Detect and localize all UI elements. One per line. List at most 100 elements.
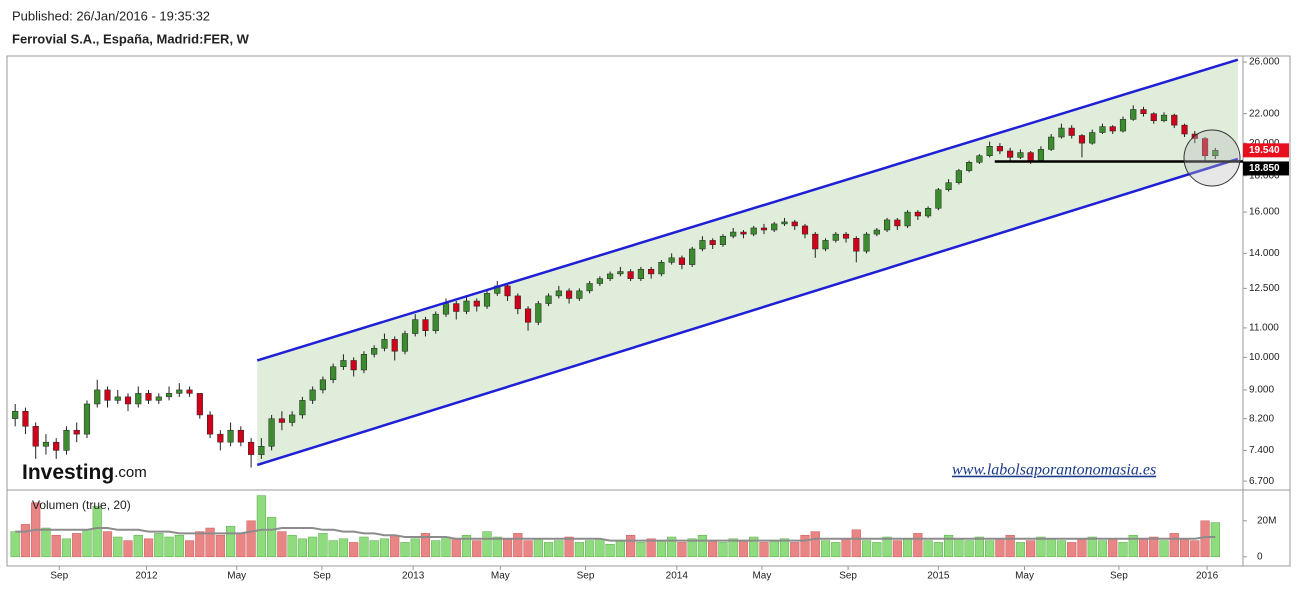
candle-body — [73, 429, 80, 435]
candle-body — [289, 414, 296, 423]
volume-bar — [472, 540, 482, 558]
volume-bar — [882, 536, 892, 558]
support-price-label: 18.850 — [1249, 163, 1280, 174]
volume-bar — [1108, 538, 1118, 558]
logo-brand: Investing — [22, 461, 114, 484]
volume-bar — [1005, 534, 1015, 558]
candle-body — [914, 211, 921, 217]
candle-body — [771, 223, 778, 231]
candle-body — [791, 221, 798, 227]
candle-body — [176, 389, 183, 394]
candle-body — [309, 389, 316, 401]
candle-body — [719, 235, 727, 245]
candle-body — [514, 295, 521, 310]
candle-body — [760, 227, 768, 231]
volume-bar — [41, 527, 51, 558]
y-tick-label: 6.700 — [1249, 476, 1274, 487]
candle-body — [832, 233, 839, 241]
volume-bar — [738, 540, 749, 558]
candle-body — [986, 146, 993, 157]
candle-body — [576, 290, 583, 299]
candle-body — [658, 262, 665, 275]
candle-body — [83, 403, 91, 435]
volume-bar — [800, 534, 810, 558]
candle-body — [1109, 126, 1116, 132]
volume-bar — [974, 536, 984, 558]
candle-body — [935, 189, 942, 209]
x-tick-label: May — [752, 571, 771, 582]
candle-body — [596, 278, 603, 284]
volume-bar — [841, 538, 851, 558]
volume-bar — [964, 540, 974, 558]
candle-body — [135, 393, 142, 405]
website-link[interactable]: www.labolsaporantonomasia.es — [952, 462, 1156, 479]
volume-bar — [359, 536, 369, 558]
y-tick-label: 18.000 — [1249, 170, 1280, 181]
candle-body — [678, 257, 685, 265]
candle-body — [248, 441, 255, 455]
candle-body — [586, 283, 593, 292]
volume-bar — [1128, 534, 1138, 558]
volume-bar — [872, 542, 882, 558]
candle-body — [299, 400, 306, 416]
candle-body — [925, 208, 932, 217]
candle-body — [1160, 114, 1168, 122]
candle-body — [945, 182, 952, 191]
logo-suffix: .com — [114, 464, 147, 481]
x-tick-label: 2013 — [402, 571, 425, 582]
channel-line — [256, 58, 1239, 362]
candle-body — [1058, 127, 1065, 138]
y-tick-label: 20.000 — [1249, 138, 1280, 149]
volume-bar — [420, 533, 431, 558]
candle-body — [114, 396, 121, 401]
candle-body — [842, 233, 850, 239]
y-tick-label: 22.000 — [1249, 108, 1280, 119]
candle-body — [442, 303, 450, 315]
volume-bar — [564, 536, 574, 558]
candle-body — [330, 366, 337, 381]
volume-bar — [154, 533, 164, 558]
candle-body — [381, 339, 388, 349]
volume-bar — [697, 534, 708, 558]
candle-body — [545, 295, 552, 304]
volume-bar — [554, 540, 564, 558]
candle-body — [124, 396, 132, 405]
x-tick-label: Sep — [50, 571, 68, 582]
volume-bar — [328, 540, 338, 558]
volume-bar — [759, 542, 769, 558]
volume-bar — [1036, 536, 1046, 558]
y-tick-label: 7.400 — [1249, 445, 1274, 456]
candle-body — [1017, 152, 1024, 158]
volume-bar — [913, 533, 923, 558]
candle-body — [63, 429, 70, 451]
volume-bar — [205, 527, 215, 558]
volume-bar — [123, 540, 133, 558]
volume-bar — [605, 543, 615, 558]
volume-bar — [1149, 536, 1159, 558]
x-tick-label: Sep — [1110, 571, 1128, 582]
volume-bar — [810, 531, 820, 558]
y-tick-label: 16.000 — [1249, 207, 1280, 218]
candle-body — [278, 418, 285, 423]
volume-bar — [820, 540, 831, 558]
volume-bar — [985, 540, 995, 558]
volume-bar — [687, 538, 697, 558]
candle-body — [258, 446, 265, 455]
candle-body — [319, 379, 326, 391]
instrument-title: Ferrovial S.A., España, Madrid:FER, W — [12, 31, 250, 46]
volume-bar — [410, 538, 420, 558]
candle-body — [689, 248, 696, 265]
last-price-box — [1243, 143, 1289, 158]
volume-tick-label: 0 — [1257, 551, 1263, 562]
volume-tick-label: 20M — [1257, 515, 1276, 526]
candle-body — [627, 271, 634, 279]
y-tick-label: 26.000 — [1249, 57, 1280, 68]
candle-body — [668, 257, 675, 263]
candle-body — [207, 414, 214, 435]
volume-bar — [502, 538, 513, 558]
candle-body — [883, 219, 891, 231]
candle-body — [155, 396, 162, 401]
candle-body — [822, 240, 829, 250]
volume-bar — [215, 534, 225, 558]
volume-bar — [708, 540, 718, 558]
